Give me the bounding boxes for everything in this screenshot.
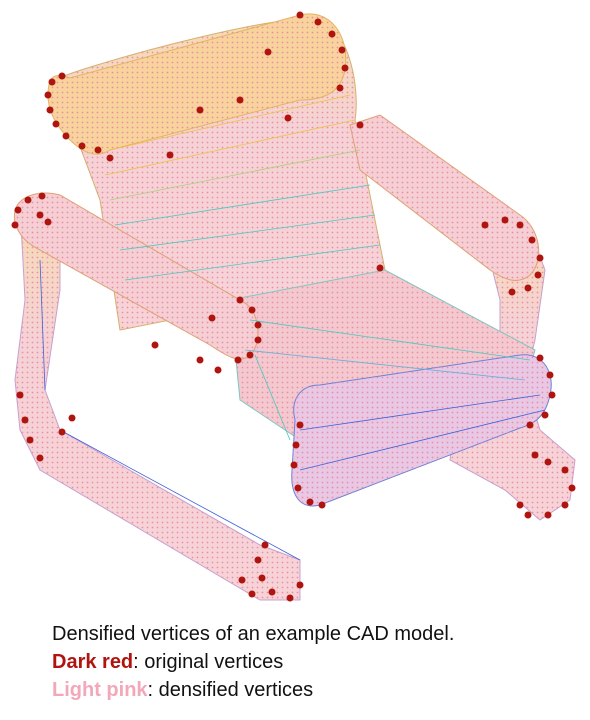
mesh-edges (39, 94, 546, 561)
legend-densified: Light pink: densified vertices (52, 676, 582, 704)
legend-original-term: Dark red (52, 651, 134, 673)
chair-cad-figure (11, 11, 576, 602)
original-vertices (11, 11, 576, 602)
legend-original: Dark red: original vertices (52, 648, 582, 676)
legend-original-desc: : original vertices (133, 651, 284, 673)
legend-densified-desc: : densified vertices (147, 679, 314, 701)
chair-body (11, 11, 576, 602)
caption-title: Densified vertices of an example CAD mod… (52, 623, 455, 645)
legend-densified-term: Light pink (52, 679, 148, 701)
figure-caption: Densified vertices of an example CAD mod… (52, 620, 582, 704)
